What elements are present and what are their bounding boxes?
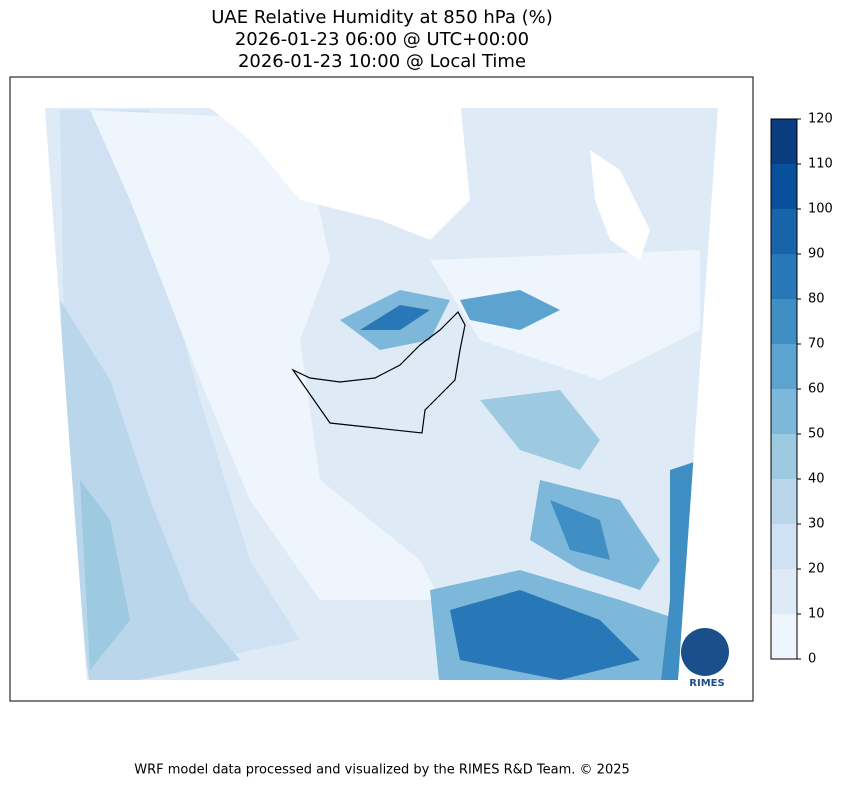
colorbar: 0 10 20 30 40 50 60 70 80 90 100 110 120	[770, 112, 833, 667]
colorbar-segment	[771, 614, 797, 659]
tick-label: 120	[808, 112, 833, 127]
map: RIMES	[9, 76, 754, 702]
tick-label: 90	[808, 247, 825, 262]
footer: WRF model data processed and visualized …	[134, 763, 630, 778]
tick-label: 40	[808, 472, 825, 487]
colorbar-segment	[771, 389, 797, 434]
colorbar-segment	[771, 344, 797, 389]
tick-label: 70	[808, 337, 825, 352]
tick-label: 110	[808, 157, 833, 172]
tick-label: 60	[808, 382, 825, 397]
colorbar-segment	[771, 479, 797, 524]
colorbar-segment	[771, 164, 797, 209]
colorbar-segment	[771, 254, 797, 299]
tick-label: 30	[808, 517, 825, 532]
tick-label: 50	[808, 427, 825, 442]
title-line: 2026-01-23 06:00 @ UTC+00:00	[235, 29, 529, 50]
tick-label: 100	[808, 202, 833, 217]
colorbar-segment	[771, 569, 797, 614]
title-line: 2026-01-23 10:00 @ Local Time	[238, 51, 526, 72]
tick-label: 0	[808, 652, 816, 667]
colorbar-segment	[771, 299, 797, 344]
colorbar-segment	[771, 119, 797, 164]
colorbar-segment	[771, 209, 797, 254]
logo-text: RIMES	[689, 678, 724, 689]
tick-label: 20	[808, 562, 825, 577]
colorbar-segment	[771, 524, 797, 569]
tick-label: 80	[808, 292, 825, 307]
tick-label: 10	[808, 607, 825, 622]
logo: RIMES	[681, 628, 729, 689]
title-line: UAE Relative Humidity at 850 hPa (%)	[211, 7, 552, 28]
colorbar-segment	[771, 434, 797, 479]
